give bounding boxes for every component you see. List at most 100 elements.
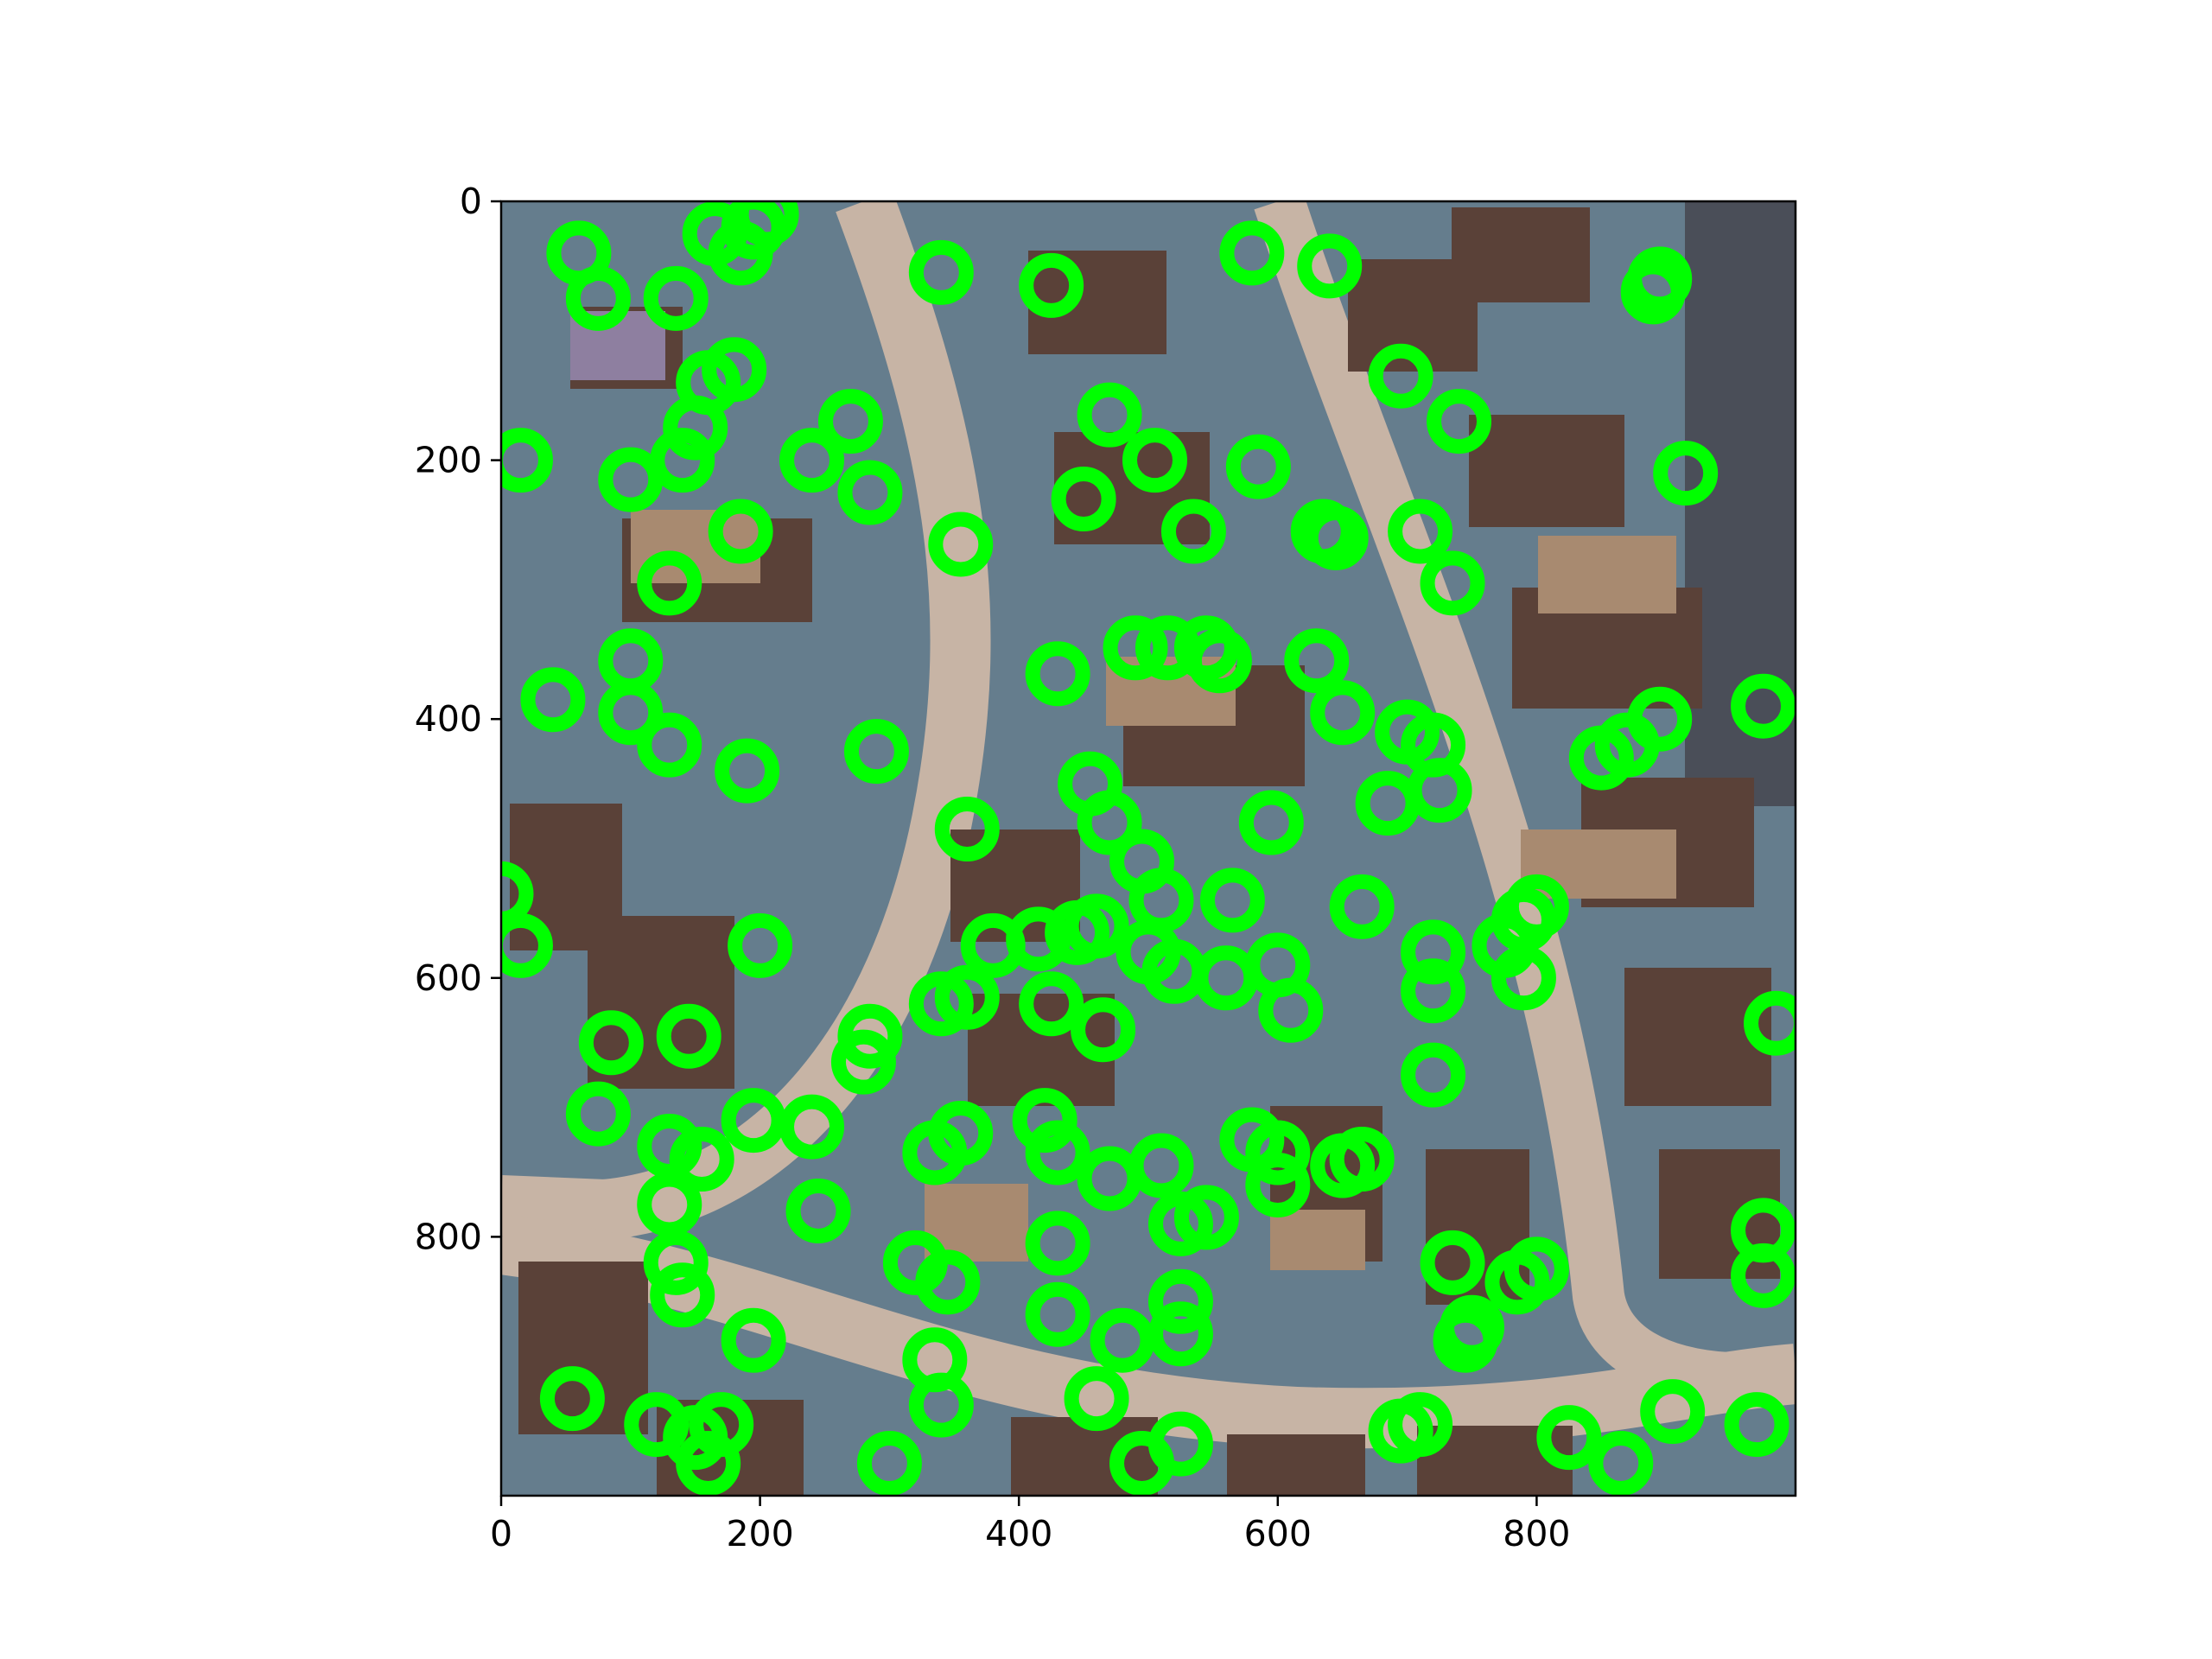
x-tick-label: 0 <box>490 1513 512 1554</box>
ring-marker <box>1420 1230 1485 1295</box>
ring-marker <box>650 1262 715 1328</box>
ring-marker <box>1388 1392 1453 1458</box>
ring-marker <box>643 1230 709 1295</box>
ring-marker <box>501 861 534 926</box>
ring-marker <box>934 797 1000 862</box>
ring-marker <box>1731 673 1796 739</box>
ring-marker <box>734 201 799 247</box>
ring-marker <box>915 1249 981 1315</box>
ring-marker <box>1407 758 1472 823</box>
ring-marker <box>1627 686 1693 752</box>
ring-marker <box>1245 1152 1311 1217</box>
ring-marker <box>1401 958 1466 1024</box>
ring-marker <box>721 1307 786 1373</box>
x-tick-label: 800 <box>1503 1513 1570 1554</box>
ring-marker <box>1051 467 1116 532</box>
ring-marker <box>501 428 553 493</box>
ring-marker <box>1071 997 1136 1063</box>
ring-marker <box>1427 389 1492 454</box>
ring-marker <box>669 1127 734 1192</box>
ring-marker <box>1219 220 1285 286</box>
y-tick-label: 200 <box>415 440 482 481</box>
ring-marker <box>908 1372 974 1438</box>
y-tick-label: 0 <box>460 181 482 222</box>
ring-marker <box>1025 1281 1090 1347</box>
ring-marker <box>1503 874 1569 939</box>
ring-marker <box>1186 628 1252 694</box>
x-tick-label: 200 <box>726 1513 793 1554</box>
y-axis: 0 200 400 600 800 <box>415 181 501 1257</box>
ring-marker <box>637 1114 702 1179</box>
ring-marker <box>676 1431 741 1496</box>
ring-marker <box>578 1010 644 1076</box>
ring-marker <box>928 1101 994 1166</box>
ring-marker <box>779 428 845 493</box>
ring-marker <box>1258 977 1324 1043</box>
ring-marker <box>1019 971 1084 1037</box>
ring-marker <box>1199 868 1265 933</box>
ring-marker <box>1744 990 1796 1056</box>
ring-marker <box>1019 252 1084 318</box>
ring-marker <box>1238 790 1304 855</box>
ring-marker <box>637 712 702 778</box>
x-tick-label: 400 <box>985 1513 1052 1554</box>
ring-marker <box>1225 434 1291 499</box>
ring-marker <box>1128 1133 1194 1198</box>
ring-marker <box>1284 628 1350 694</box>
ring-marker <box>1329 1127 1395 1192</box>
ring-marker <box>817 389 883 454</box>
ring-marker <box>1103 615 1168 681</box>
ring-marker <box>1731 1243 1796 1308</box>
ring-marker <box>1653 441 1719 506</box>
ring-marker <box>702 337 767 403</box>
ring-marker <box>1064 893 1129 959</box>
ring-marker <box>1368 343 1433 409</box>
ring-marker <box>1064 1366 1129 1432</box>
ring-marker <box>598 447 664 512</box>
y-tick-label: 800 <box>415 1216 482 1257</box>
ring-marker <box>1401 919 1466 985</box>
ring-marker <box>837 460 903 525</box>
ring-marker <box>1310 680 1376 746</box>
ring-marker <box>1503 1236 1569 1302</box>
ring-marker <box>728 912 793 978</box>
ring-marker <box>520 667 586 733</box>
ring-marker <box>565 265 631 331</box>
ring-marker <box>779 1094 845 1160</box>
ring-marker <box>1147 1411 1213 1477</box>
ring-marker <box>1297 233 1363 299</box>
ring-marker <box>1147 1301 1213 1367</box>
x-tick-label: 600 <box>1244 1513 1312 1554</box>
ring-marker <box>1012 1088 1077 1154</box>
ring-marker <box>1588 1431 1654 1496</box>
ring-marker <box>663 395 728 461</box>
ring-marker <box>643 265 709 331</box>
ring-marker <box>650 428 715 493</box>
ring-marker <box>1160 499 1226 564</box>
ring-marker <box>1147 1268 1213 1334</box>
ring-marker <box>934 964 1000 1030</box>
ring-marker <box>708 499 773 564</box>
ring-marker <box>830 1029 896 1095</box>
ring-marker <box>1388 499 1453 564</box>
ring-marker <box>1077 790 1142 855</box>
ring-marker <box>1420 550 1485 616</box>
x-axis: 0 200 400 600 800 <box>490 1496 1571 1554</box>
ring-marker <box>1640 1379 1706 1445</box>
ring-marker <box>501 912 553 978</box>
ring-marker <box>1724 1392 1789 1458</box>
ring-marker <box>1491 945 1556 1011</box>
y-tick-label: 400 <box>415 698 482 740</box>
ring-marker <box>1536 1405 1602 1471</box>
y-tick-label: 600 <box>415 957 482 999</box>
ring-marker <box>656 1003 721 1069</box>
ring-marker <box>637 1172 702 1237</box>
ring-marker <box>715 738 780 804</box>
ring-marker <box>1006 906 1071 972</box>
ring-marker <box>856 1431 922 1496</box>
ring-marker <box>843 719 909 785</box>
ring-marker <box>785 1178 851 1243</box>
ring-marker <box>908 239 974 305</box>
